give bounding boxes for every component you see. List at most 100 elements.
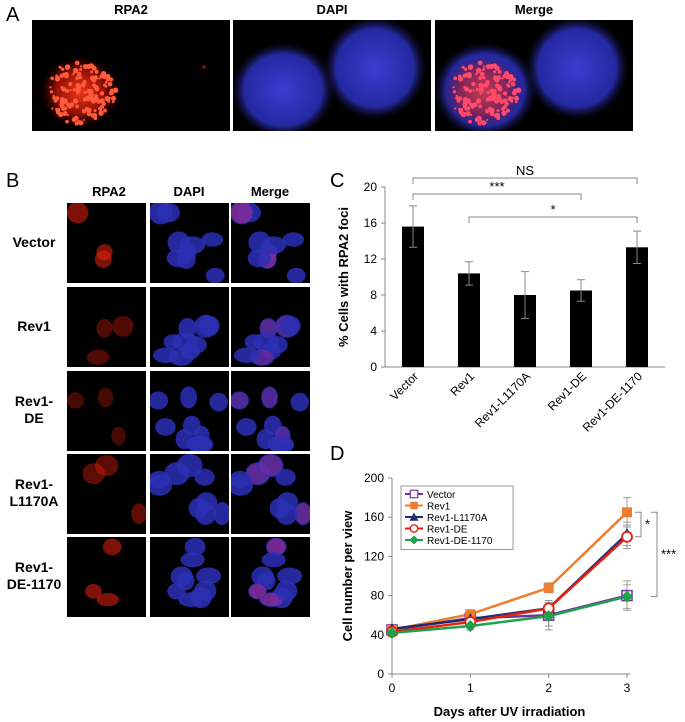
rpa2-focus [477,121,482,126]
rpa2-focus [478,75,483,81]
rpa2-focus [512,88,518,93]
rpa2-focus [98,106,103,111]
significance-bracket [635,511,642,538]
rpa2-focus [74,121,79,126]
rpa2-focus [486,90,490,95]
series-line [391,595,628,635]
panel-b-row-label: Rev1 [17,318,51,334]
rpa2-focus [83,90,87,95]
micrograph-svg [231,386,309,451]
bar [570,290,592,367]
nucleus [167,583,186,600]
significance-bracket [412,177,638,184]
rpa2-focus [461,65,465,69]
micrograph-svg [150,203,225,283]
nucleus [231,391,250,410]
rpa2-focus [493,70,497,74]
bar [402,226,424,367]
panel-b-header-dapi: DAPI [173,184,205,199]
data-point [409,489,419,499]
micrograph-svg [82,455,146,525]
rpa2-nucleus [94,455,119,477]
panel-b-micrograph [150,371,229,451]
rpa2-focus [65,66,70,70]
rpa2-focus [59,105,64,109]
rpa2-focus [75,82,81,88]
micrograph-svg [152,314,220,366]
rpa2-nucleus [85,583,102,599]
rpa2-nucleus [86,349,110,365]
rpa2-focus [484,81,490,87]
rpa2-focus [65,119,69,124]
nucleus [282,232,305,247]
rpa2-focus [485,65,488,68]
rpa2-focus [468,88,473,94]
rpa2-focus [490,66,493,70]
nucleus [290,392,309,412]
rpa2-focus [455,96,459,100]
rpa2-focus [94,69,99,74]
data-point [409,512,419,521]
category-label: Rev1-DE [545,369,589,413]
nucleus [260,236,287,254]
legend-label: Vector [427,490,456,501]
rpa2-focus [504,106,508,109]
nucleus [244,334,263,350]
rpa2-focus [464,87,470,92]
category-label: Rev1-DE-1170 [580,369,646,435]
y-tick-label: 20 [364,180,378,194]
panel-b-micrograph [150,287,229,367]
rpa2-focus [58,65,62,69]
rpa2-focus [78,120,84,126]
nucleus [236,418,257,436]
rpa2-focus [505,73,511,80]
rpa2-focus [89,75,96,81]
nucleus [152,347,179,364]
panel-c-bar-chart: 0 4 8 12 16 20 % Cells with RPA2 foci Vector Rev… [336,163,665,435]
rpa2-focus [496,96,502,102]
rpa2-focus [61,87,67,92]
rpa2-focus [504,101,509,107]
y-tick-label: 8 [370,288,377,302]
panel-b-micrograph [231,371,310,451]
rpa2-focus [489,111,493,115]
rpa2-focus [82,108,85,112]
rpa2-focus [109,88,115,93]
data-point [409,524,419,533]
panel-a-header-dapi: DAPI [316,2,348,17]
nucleus [187,435,214,451]
micrograph-svg [167,537,222,609]
data-point [386,626,398,639]
panel-b-micrograph [67,371,146,451]
rpa2-nucleus [82,463,106,485]
rpa2-focus [482,68,486,71]
nucleus [194,580,217,602]
panel-b-micrograph [231,287,310,367]
rpa2-nucleus [112,315,134,337]
rpa2-focus [82,65,85,68]
rpa2-focus [81,81,87,87]
panel-b-header-rpa2: RPA2 [92,184,126,199]
rpa2-focus [475,98,482,104]
rpa2-nucleus [102,538,122,556]
panel-b-header-merge: Merge [250,184,290,199]
rpa2-focus [93,85,100,91]
panel-a-header-merge: Merge [514,2,554,17]
nucleus [180,386,197,409]
x-tick-label: 2 [545,681,552,695]
panel-letter-c: C [330,170,345,192]
rpa2-focus [101,101,106,107]
micrograph-svg [233,314,301,366]
micrograph-svg [67,203,113,268]
y-tick-label: 4 [370,324,377,338]
rpa2-focus [75,75,80,81]
nucleus [268,435,295,451]
nucleus [247,248,272,268]
panel-b-row-label: Rev1- L1170A [9,476,59,509]
merge-nucleus [231,203,253,224]
significance-label: NS [516,163,534,178]
rpa2-focus [72,88,76,92]
rpa2-focus [494,112,501,118]
nucleus [209,392,228,412]
micrograph-svg [231,203,306,283]
